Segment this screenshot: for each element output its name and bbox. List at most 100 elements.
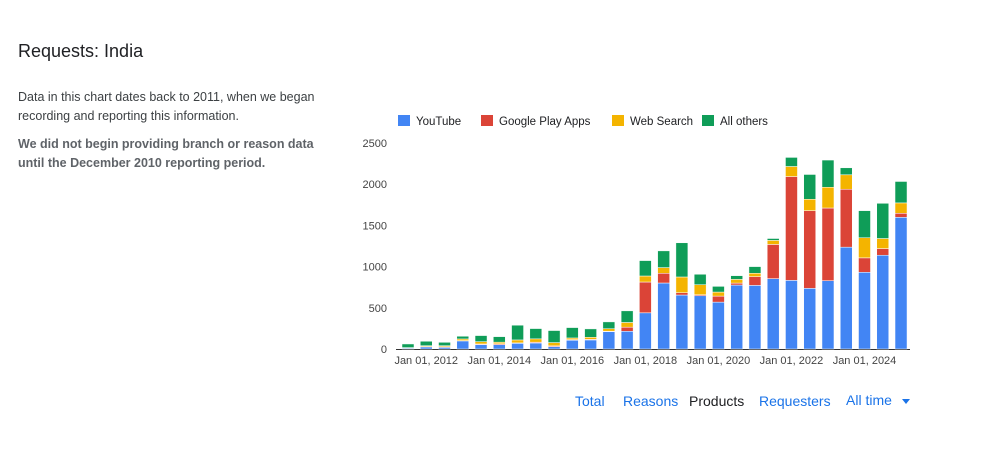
bar-segment-all-others: [547, 330, 561, 343]
bar-segment-youtube: [620, 331, 634, 350]
bar-segment-youtube: [547, 346, 561, 350]
legend-swatch-3: [702, 115, 714, 126]
tab-reasons[interactable]: Reasons: [623, 393, 679, 409]
bar-segment-web-search: [675, 276, 689, 293]
legend-swatch-1: [481, 115, 493, 126]
bar-segment-youtube: [566, 340, 579, 350]
bar-segment-youtube: [876, 254, 890, 350]
bar-segment-youtube: [821, 280, 835, 350]
bar-segment-web-search: [839, 174, 853, 190]
bar-segment-youtube: [766, 278, 780, 350]
tab-total[interactable]: Total: [575, 393, 605, 409]
legend-label: YouTube: [416, 116, 461, 128]
bar-segment-youtube: [858, 272, 871, 350]
bar-segment-youtube: [748, 285, 762, 350]
bar-segment-all-others: [602, 321, 616, 329]
bar-segment-all-others: [839, 167, 853, 176]
y-tick-label: 500: [369, 303, 387, 315]
bar-segment-google-play-apps: [620, 326, 634, 332]
bar-segment-youtube: [529, 342, 543, 350]
bar-segment-youtube: [894, 217, 908, 350]
x-tick-label: Jan 01, 2012: [394, 355, 458, 367]
bar-segment-all-others: [620, 310, 634, 323]
x-tick-label: Jan 01, 2016: [541, 355, 605, 367]
bar-segment-google-play-apps: [657, 273, 670, 284]
bar-segment-youtube: [420, 346, 433, 350]
bar-segment-web-search: [511, 339, 524, 344]
bar-segment-all-others: [693, 274, 707, 285]
bar-segment-all-others: [511, 324, 524, 341]
bar-segment-web-search: [858, 237, 871, 259]
bar-segment-web-search: [766, 240, 780, 245]
bar-segment-web-search: [639, 275, 652, 283]
bar-segment-all-others: [748, 266, 762, 274]
bar-segment-all-others: [493, 336, 506, 343]
x-tick-label: Jan 01, 2022: [760, 355, 824, 367]
bar-segment-web-search: [748, 273, 762, 277]
y-tick-label: 0: [381, 344, 387, 356]
y-tick-label: 1500: [363, 220, 387, 232]
y-tick-label: 2000: [363, 179, 387, 191]
tab-requesters[interactable]: Requesters: [759, 393, 831, 409]
bar-segment-web-search: [693, 284, 707, 296]
x-tick-label: Jan 01, 2014: [467, 355, 531, 367]
bar-segment-google-play-apps: [858, 257, 871, 273]
bar-segment-web-search: [876, 238, 890, 249]
bar-segment-all-others: [456, 335, 470, 340]
tab-products[interactable]: Products: [689, 393, 745, 409]
bar-segment-all-others: [858, 210, 871, 239]
bar-segment-all-others: [438, 342, 451, 346]
x-tick-label: Jan 01, 2018: [614, 355, 678, 367]
bar-segment-web-search: [547, 342, 561, 347]
bar-segment-all-others: [566, 327, 579, 339]
x-tick-label: Jan 01, 2020: [687, 355, 751, 367]
bar-segment-google-play-apps: [876, 248, 890, 256]
bar-segment-all-others: [401, 343, 415, 348]
bar-segment-all-others: [821, 159, 835, 188]
bar-segment-web-search: [712, 291, 725, 297]
legend-label: Web Search: [630, 116, 693, 128]
bar-segment-google-play-apps: [712, 295, 725, 303]
bar-segment-google-play-apps: [839, 188, 853, 248]
legend-label: Google Play Apps: [499, 116, 591, 128]
time-filter-label: All time: [846, 392, 892, 408]
bar-segment-google-play-apps: [639, 281, 652, 314]
bar-segment-all-others: [894, 181, 908, 204]
bar-segment-web-search: [657, 267, 670, 274]
page-title: Requests: India: [18, 41, 144, 61]
chart-description: Data in this chart dates back to 2011, w…: [18, 90, 315, 123]
bar-segment-web-search: [821, 186, 835, 209]
bar-segment-all-others: [803, 174, 816, 200]
bar-segment-all-others: [712, 286, 725, 293]
bar-segment-web-search: [803, 199, 816, 211]
y-tick-label: 2500: [363, 138, 387, 150]
bar-segment-youtube: [675, 294, 689, 350]
bar-segment-youtube: [712, 301, 725, 350]
bar-segment-google-play-apps: [821, 207, 835, 281]
bar-segment-youtube: [456, 340, 470, 350]
bar-segment-all-others: [766, 238, 780, 241]
dropdown-arrow-icon: [901, 398, 910, 404]
bar-segment-google-play-apps: [803, 210, 816, 289]
time-filter-dropdown[interactable]: All time: [846, 392, 910, 408]
bar-segment-web-search: [584, 337, 597, 340]
bar-segment-all-others: [474, 335, 488, 342]
bar-segment-youtube: [693, 295, 707, 350]
bar-segment-youtube: [639, 312, 652, 350]
bar-segment-all-others: [639, 260, 652, 277]
bar-segment-google-play-apps: [730, 282, 743, 286]
bar-segment-all-others: [675, 242, 689, 278]
legend-swatch-2: [612, 115, 624, 126]
legend-swatch-0: [398, 115, 410, 126]
bar-segment-youtube: [602, 331, 616, 350]
bar-segment-web-search: [529, 338, 543, 343]
bar-segment-google-play-apps: [748, 276, 762, 286]
bar-segment-web-search: [785, 166, 798, 177]
bar-segment-all-others: [657, 250, 670, 268]
bar-segment-youtube: [839, 246, 853, 350]
bar-segment-youtube: [584, 339, 597, 350]
legend-label: All others: [720, 116, 768, 128]
bar-segment-all-others: [730, 275, 743, 280]
bar-segment-web-search: [474, 341, 488, 345]
